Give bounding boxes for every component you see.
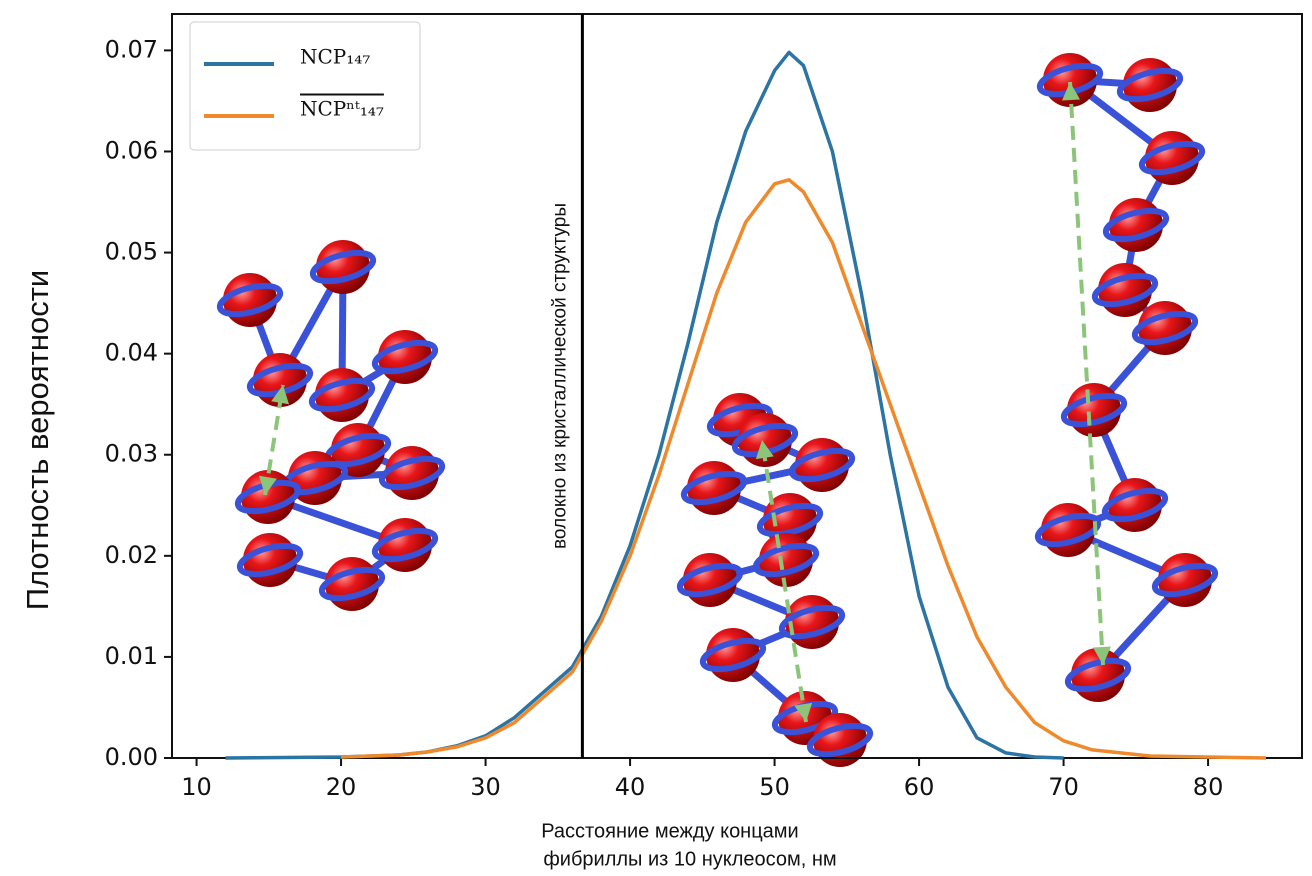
- axes-frame: [171, 13, 1303, 759]
- distance-arrow: [263, 384, 285, 496]
- plot-area: 10 20 30 40 50 60 70 80 0.00 0.01 0.02 0.03 0.04 0.05…: [105, 13, 1303, 801]
- arrow-head: [259, 475, 277, 495]
- y-tick-label: 0.01: [105, 642, 158, 670]
- x-axis-label: Расстояние между концами: [541, 820, 798, 842]
- dna-wrap: [1060, 392, 1128, 428]
- x-axis-label: фибриллы из 10 нуклеосом, нм: [543, 848, 836, 870]
- dna-wrap: [216, 282, 284, 318]
- nucleosome: [385, 446, 439, 500]
- reference-label: волокно из кристаллической структуры: [549, 203, 570, 549]
- y-tick-label: 0.02: [105, 541, 158, 569]
- nucleosome: [243, 533, 297, 587]
- dna-wrap: [308, 377, 376, 413]
- dna-wrap: [371, 339, 439, 375]
- y-tick-label: 0.04: [105, 339, 158, 367]
- x-tick-label: 70: [1048, 773, 1079, 801]
- nucleosome: [1108, 478, 1162, 532]
- density-line: [341, 178, 1266, 760]
- dna-wrap: [806, 722, 874, 758]
- dna-wrap: [378, 455, 446, 491]
- dna-wrap: [680, 470, 748, 506]
- y-tick-label: 0.05: [105, 238, 158, 266]
- dna-wrap: [1131, 310, 1199, 346]
- dna-wrap: [309, 249, 377, 285]
- nucleosome: [1041, 503, 1095, 557]
- dna-wrap: [371, 527, 439, 563]
- dna-wrap: [236, 542, 304, 578]
- dna-wrap: [752, 542, 820, 578]
- y-tick-label: 0.00: [105, 743, 158, 771]
- dna-wrap: [1116, 67, 1184, 103]
- nucleosome: [1067, 383, 1121, 437]
- legend-label: NCPⁿᵗ₁₄₇: [300, 97, 384, 121]
- x-tick-label: 30: [470, 773, 501, 801]
- dna-wrap: [699, 637, 767, 673]
- y-tick-label: 0.07: [105, 35, 158, 63]
- dna-wrap: [1064, 657, 1132, 693]
- arrow-head: [755, 440, 774, 460]
- x-tick-label: 20: [326, 773, 357, 801]
- dna-wrap: [1034, 512, 1102, 548]
- nucleosome: [785, 595, 839, 649]
- nucleosome: [378, 330, 432, 384]
- nucleosome: [687, 461, 741, 515]
- nucleosome: [1145, 131, 1199, 185]
- legend-label: NCP₁₄₇: [300, 45, 370, 69]
- y-axis-label: Плотность вероятности: [20, 270, 55, 611]
- nucleosome: [1138, 301, 1192, 355]
- nucleosome: [759, 533, 813, 587]
- nucleosome: [1098, 263, 1152, 317]
- distance-arrow: [760, 439, 808, 723]
- y-tick-label: 0.03: [105, 440, 158, 468]
- nucleosome: [223, 273, 277, 327]
- legend-box: [189, 21, 421, 151]
- nucleosome: [316, 240, 370, 294]
- dna-wrap: [676, 562, 744, 598]
- dna-wrap: [1102, 207, 1170, 243]
- y-tick-label: 0.06: [105, 136, 158, 164]
- nucleosome: [325, 557, 379, 611]
- dna-wrap: [1091, 272, 1159, 308]
- x-tick-label: 80: [1193, 773, 1224, 801]
- nucleosome: [315, 368, 369, 422]
- arrow-head: [1062, 82, 1081, 101]
- dna-wrap: [756, 502, 824, 538]
- arrow-head: [1092, 646, 1111, 665]
- dna-wrap: [1138, 140, 1206, 176]
- nucleosome: [795, 438, 849, 492]
- arrow-head: [794, 702, 813, 722]
- x-tick-label: 10: [181, 773, 212, 801]
- x-tick-label: 40: [615, 773, 646, 801]
- nucleosome: [1123, 58, 1177, 112]
- x-tick-label: 50: [759, 773, 790, 801]
- dna-wrap: [318, 566, 386, 602]
- dna-wrap: [788, 447, 856, 483]
- nucleosome-illustrations: [216, 53, 1219, 767]
- arrow-head: [271, 385, 289, 405]
- nucleosome: [378, 518, 432, 572]
- distance-arrow: [1068, 81, 1105, 666]
- x-tick-label: 60: [904, 773, 935, 801]
- dna-wrap: [778, 604, 846, 640]
- nucleosome: [706, 628, 760, 682]
- nucleosome: [683, 553, 737, 607]
- nucleosome: [1109, 198, 1163, 252]
- dna-wrap: [1101, 487, 1169, 523]
- dna-wrap: [1151, 562, 1219, 598]
- nucleosome: [1158, 553, 1212, 607]
